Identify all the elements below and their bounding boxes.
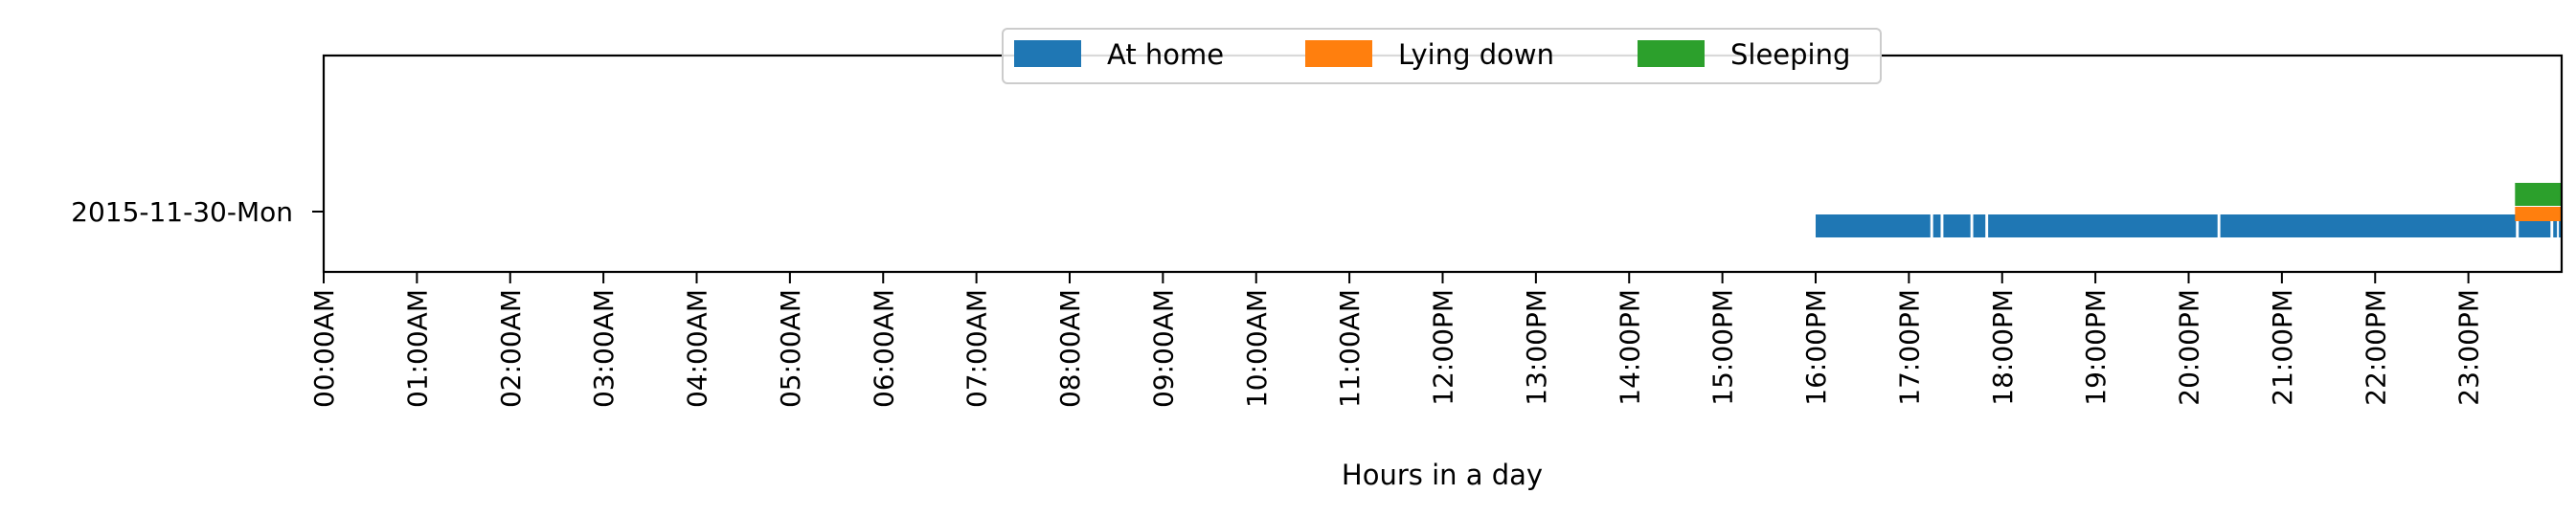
legend: At home Lying down Sleeping xyxy=(1002,28,1882,84)
x-tick-label: 09:00AM xyxy=(1147,289,1179,408)
x-tick-label: 21:00PM xyxy=(2267,289,2298,406)
bar-at-home-4 xyxy=(1988,214,2218,237)
bar-at-home-5 xyxy=(2220,214,2517,237)
x-tick-label: 01:00AM xyxy=(401,289,433,408)
x-tick-label: 20:00PM xyxy=(2174,289,2205,406)
x-tick-label: 14:00PM xyxy=(1614,289,1645,406)
legend-swatch-lying-down xyxy=(1305,40,1372,67)
bar-sleeping-0 xyxy=(2515,183,2562,206)
bar-at-home-3 xyxy=(1973,214,1986,237)
x-axis: 00:00AM 01:00AM 02:00AM 03:00AM 04:00AM 05:00… xyxy=(308,272,2485,408)
x-tick-label: 16:00PM xyxy=(1800,289,1832,406)
x-tick-label: 17:00PM xyxy=(1893,289,1925,406)
x-tick-label: 23:00PM xyxy=(2453,289,2485,406)
x-tick-label: 02:00AM xyxy=(495,289,527,408)
legend-label-lying-down: Lying down xyxy=(1398,38,1554,71)
x-tick-label: 18:00PM xyxy=(1987,289,2019,406)
legend-label-at-home: At home xyxy=(1107,38,1224,71)
legend-swatch-sleeping xyxy=(1638,40,1705,67)
x-tick-label: 19:00PM xyxy=(2080,289,2112,406)
chart-bars xyxy=(1816,183,2562,237)
legend-label-sleeping: Sleeping xyxy=(1730,38,1850,71)
bar-at-home-8 xyxy=(2559,214,2562,237)
x-tick-label: 11:00AM xyxy=(1334,289,1366,408)
x-tick-label: 04:00AM xyxy=(682,289,713,408)
y-axis: 2015-11-30-Mon xyxy=(71,196,324,228)
plot-frame xyxy=(322,54,2564,274)
y-tick-label: 2015-11-30-Mon xyxy=(71,196,293,228)
bar-at-home-1 xyxy=(1932,214,1941,237)
x-tick-label: 13:00PM xyxy=(1521,289,1552,406)
x-tick-label: 08:00AM xyxy=(1054,289,1086,408)
x-tick-label: 12:00PM xyxy=(1428,289,1459,406)
x-tick-label: 05:00AM xyxy=(775,289,806,408)
x-tick-label: 10:00AM xyxy=(1241,289,1273,408)
x-tick-label: 03:00AM xyxy=(588,289,620,408)
bar-at-home-0 xyxy=(1816,214,1931,237)
x-tick-label: 22:00PM xyxy=(2360,289,2391,406)
x-tick-label: 00:00AM xyxy=(308,289,340,408)
legend-swatch-at-home xyxy=(1014,40,1081,67)
x-tick-label: 06:00AM xyxy=(868,289,899,408)
x-axis-label: Hours in a day xyxy=(1342,459,1543,491)
bar-at-home-2 xyxy=(1943,214,1971,237)
x-tick-label: 15:00PM xyxy=(1707,289,1739,406)
bar-at-home-7 xyxy=(2553,214,2558,237)
bar-lying-down-0 xyxy=(2515,207,2562,221)
x-tick-label: 07:00AM xyxy=(961,289,993,408)
